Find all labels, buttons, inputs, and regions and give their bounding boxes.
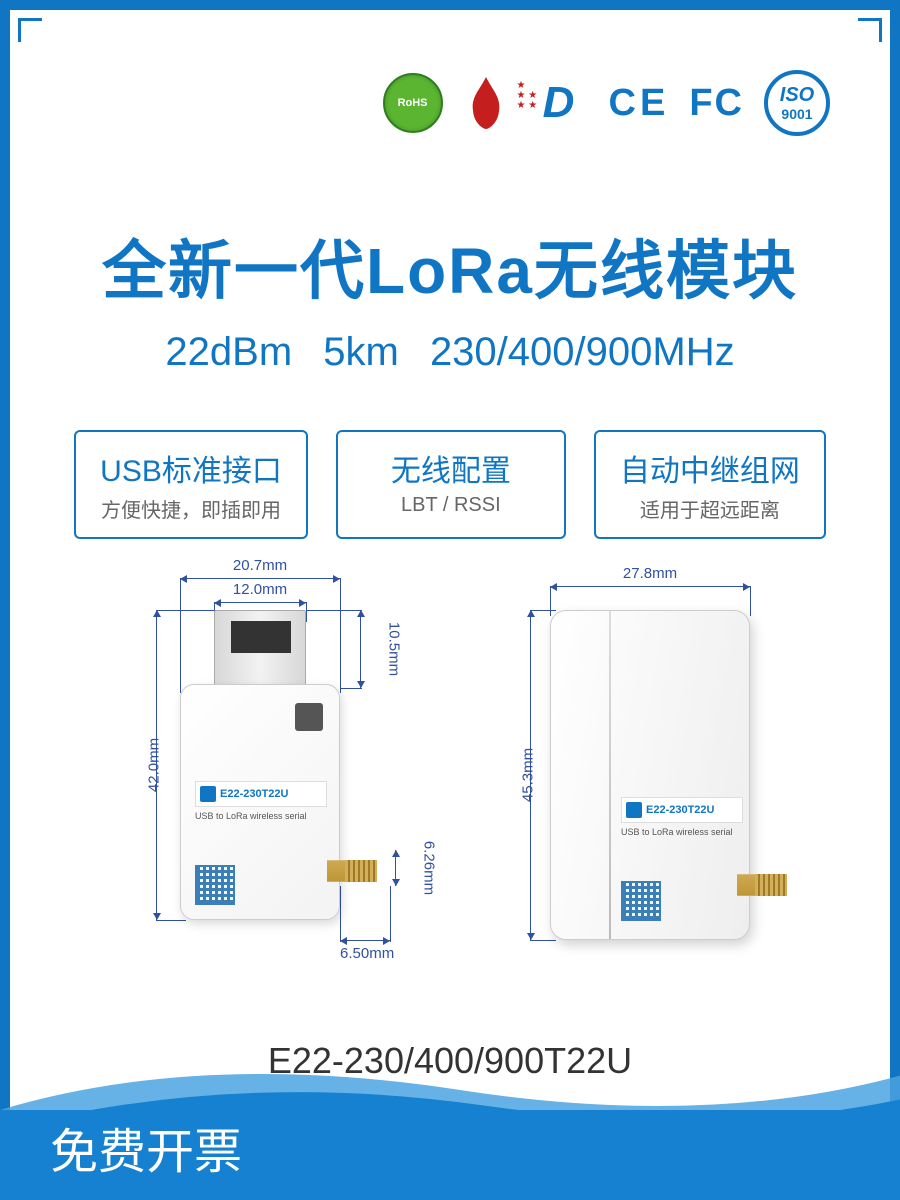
feature-title: 自动中继组网 xyxy=(620,446,800,490)
dim-label: 10.5mm xyxy=(386,622,403,676)
dim-usb-height: 10.5mm xyxy=(360,610,361,688)
dim-label: 12.0mm xyxy=(214,581,306,598)
dim-label: 27.8mm xyxy=(550,565,750,582)
feature-box-wireless: 无线配置 LBT / RSSI xyxy=(336,430,566,539)
device-label-strip: E22-230T22U xyxy=(195,781,327,807)
ce-badge: CE xyxy=(609,82,670,125)
dim-label: 42.0mm xyxy=(146,738,163,792)
device-model-text: E22-230T22U xyxy=(646,804,715,816)
corner-bracket-tr xyxy=(858,18,882,42)
usb-plug xyxy=(214,610,306,688)
qr-code-icon xyxy=(195,865,235,905)
dim-total-height: 42.0mm xyxy=(156,610,157,920)
device-side-illustration: E22-230T22U USB to LoRa wireless serial xyxy=(550,610,750,940)
certification-badges: RoHS ★★ ★★ ★ D CE FC ISO 9001 xyxy=(383,70,830,136)
dim-sma-width: 6.50mm xyxy=(340,940,390,941)
iso-badge: ISO 9001 xyxy=(764,70,830,136)
dim-label: 6.26mm xyxy=(421,841,438,895)
device-model-text: E22-230T22U xyxy=(220,788,289,800)
flame-badge xyxy=(463,73,509,133)
dim-side-width: 27.8mm xyxy=(550,586,750,587)
corner-bracket-tl xyxy=(18,18,42,42)
rohs-text: RoHS xyxy=(398,97,428,109)
feature-box-usb: USB标准接口 方便快捷，即插即用 xyxy=(74,430,308,539)
feature-sub: 方便快捷，即插即用 xyxy=(100,494,282,523)
dim-width-usb: 12.0mm xyxy=(214,602,306,603)
feature-title: USB标准接口 xyxy=(100,446,282,490)
p-badge: ★★ ★★ ★ D xyxy=(529,73,589,133)
device-front-wrap: 20.7mm 12.0mm 10.5mm 42.0mm 6.26mm 6.50m… xyxy=(120,570,400,990)
ce-text: CE xyxy=(609,82,670,125)
sma-connector xyxy=(737,867,787,903)
rohs-badge: RoHS xyxy=(383,73,443,133)
device-label-strip: E22-230T22U xyxy=(621,797,743,823)
dim-sma-height: 6.26mm xyxy=(395,850,396,886)
spec-line: 22dBm 5km 230/400/900MHz xyxy=(10,330,890,375)
device-button xyxy=(295,703,323,731)
device-subtitle-text: USB to LoRa wireless serial xyxy=(621,827,733,837)
dimension-diagrams: 20.7mm 12.0mm 10.5mm 42.0mm 6.26mm 6.50m… xyxy=(10,570,890,1030)
device-body: E22-230T22U USB to LoRa wireless serial xyxy=(180,684,340,920)
device-subtitle-text: USB to LoRa wireless serial xyxy=(195,811,307,821)
dim-width-outer: 20.7mm xyxy=(180,578,340,579)
dim-label: 6.50mm xyxy=(340,945,390,962)
device-side-wrap: 27.8mm 45.3mm E22-230T22U USB to LoRa wi… xyxy=(500,570,780,990)
iso-bottom-text: 9001 xyxy=(781,107,812,121)
dim-label: 20.7mm xyxy=(180,557,340,574)
feature-box-relay: 自动中继组网 适用于超远距离 xyxy=(594,430,826,539)
device-front-illustration: E22-230T22U USB to LoRa wireless serial xyxy=(180,610,340,920)
feature-title: 无线配置 xyxy=(362,446,540,490)
feature-sub: LBT / RSSI xyxy=(362,494,540,517)
qr-code-icon xyxy=(621,881,661,921)
sma-connector xyxy=(327,853,377,889)
ebyte-logo-icon xyxy=(200,786,216,802)
banner-text: 免费开票 xyxy=(50,1112,242,1182)
main-title: 全新一代LoRa无线模块 xyxy=(10,220,890,312)
iso-top-text: ISO xyxy=(780,85,814,105)
feature-row: USB标准接口 方便快捷，即插即用 无线配置 LBT / RSSI 自动中继组网… xyxy=(10,430,890,539)
dim-label: 45.3mm xyxy=(520,748,537,802)
feature-sub: 适用于超远距离 xyxy=(620,494,800,523)
fc-badge: FC xyxy=(689,82,744,125)
ebyte-logo-icon xyxy=(626,802,642,818)
dim-side-height: 45.3mm xyxy=(530,610,531,940)
fc-text: FC xyxy=(689,82,744,125)
